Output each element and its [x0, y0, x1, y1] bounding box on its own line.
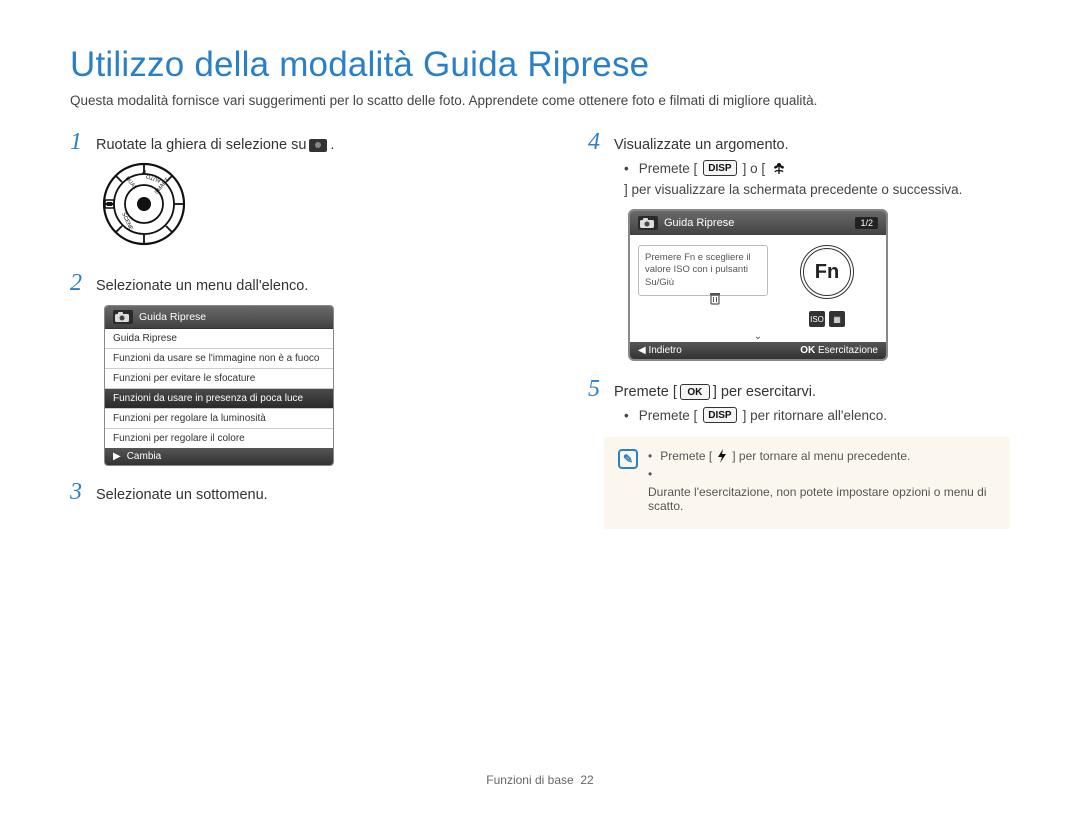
topic-footer-right: OK Esercitazione: [800, 345, 878, 356]
topic-title: Guida Riprese: [664, 217, 734, 229]
menu-row-1[interactable]: Funzioni da usare se l'immagine non è a …: [105, 349, 333, 369]
footer-arrow-icon: ▶: [113, 451, 121, 462]
disp-button-icon: DISP: [703, 160, 736, 176]
footer-page-number: 22: [580, 773, 593, 787]
screen-menu-list: Guida Riprese Funzioni da usare se l'imm…: [105, 329, 333, 448]
auto-icon: ▦: [829, 311, 845, 327]
step-2-text: Selezionate un menu dall'elenco.: [96, 278, 308, 294]
note-box: ✎ Premete [ ] per tornare al menu precede…: [604, 437, 1010, 529]
s5b-b: ] per ritornare all'elenco.: [743, 408, 887, 423]
step-4-number: 4: [588, 130, 614, 154]
step-2-number: 2: [70, 271, 96, 295]
topic-mini-icons: ISO ▦: [809, 311, 845, 327]
screen-menu-footer: ▶ Cambia: [105, 448, 333, 465]
menu-row-0[interactable]: Guida Riprese: [105, 329, 333, 349]
camera-guide-icon: [113, 310, 133, 324]
note-info-icon: ✎: [618, 449, 638, 469]
ok-button-icon: OK: [680, 384, 710, 400]
topic-right-panel: Fn ISO ▦: [776, 245, 878, 327]
step-3: 3 Selezionate un sottomenu.: [70, 480, 492, 504]
step-3-text: Selezionate un sottomenu.: [96, 487, 268, 503]
menu-row-5[interactable]: Funzioni per regolare il colore: [105, 429, 333, 448]
s4b-a: Premete [: [639, 161, 698, 176]
screen-menu-header: Guida Riprese: [105, 306, 333, 329]
s4b-b: ] o [: [743, 161, 766, 176]
note-line-2: Durante l'esercitazione, non potete impo…: [648, 467, 996, 513]
n1-a: Premete [: [660, 449, 712, 463]
step-5-text: Premete [OK] per esercitarvi.: [614, 384, 816, 400]
fn-dial-illustration: Fn: [800, 245, 854, 299]
menu-row-4[interactable]: Funzioni per regolare la luminosità: [105, 409, 333, 429]
step-4-text: Visualizzate un argomento.: [614, 137, 789, 153]
page-footer: Funzioni di base 22: [0, 773, 1080, 787]
step-1-text: Ruotate la ghiera di selezione su .: [96, 137, 334, 153]
two-column-layout: 1 Ruotate la ghiera di selezione su .: [70, 130, 1010, 529]
s5b-a: Premete [: [639, 408, 698, 423]
s4b-c: ] per visualizzare la schermata preceden…: [624, 182, 962, 197]
iso-icon: ISO: [809, 311, 825, 327]
menu-row-3-selected[interactable]: Funzioni da usare in presenza di poca lu…: [105, 389, 333, 409]
disp-button-icon-2: DISP: [703, 407, 736, 423]
n1-b: ] per tornare al menu precedente.: [732, 449, 910, 463]
note-list: Premete [ ] per tornare al menu precedent…: [648, 449, 996, 517]
flash-icon: [716, 449, 728, 463]
camera-screen-topic: Guida Riprese 1/2 Premere Fn e scegliere…: [628, 209, 888, 361]
step-5-number: 5: [588, 377, 614, 401]
step-1-text-b: .: [330, 137, 334, 153]
n2: Durante l'esercitazione, non potete impo…: [648, 485, 996, 513]
step-5: 5 Premete [OK] per esercitarvi.: [588, 377, 1010, 401]
step-4: 4 Visualizzate un argomento.: [588, 130, 1010, 154]
s5-a: Premete [: [614, 384, 677, 400]
topic-body: Premere Fn e scegliere il valore ISO con…: [630, 235, 886, 335]
right-column: 4 Visualizzate un argomento. Premete [ DI…: [588, 130, 1010, 529]
macro-flower-icon: [771, 160, 787, 176]
menu-row-2[interactable]: Funzioni per evitare le sfocature: [105, 369, 333, 389]
s5-b: ] per esercitarvi.: [713, 384, 816, 400]
down-caret-icon: ⌄: [630, 331, 886, 342]
step-1: 1 Ruotate la ghiera di selezione su .: [70, 130, 492, 154]
topic-page-indicator: 1/2: [855, 217, 878, 229]
step-1-number: 1: [70, 130, 96, 154]
step-4-bullet: Premete [ DISP ] o [ ] per visualizzare la …: [624, 160, 1010, 197]
step-5-bullet: Premete [ DISP ] per ritornare all'elenco.: [624, 407, 1010, 423]
note-line-1: Premete [ ] per tornare al menu precedent…: [648, 449, 996, 463]
camera-screen-menu: Guida Riprese Guida Riprese Funzioni da …: [104, 305, 334, 466]
camera-guide-icon-2: [638, 216, 658, 230]
page-title: Utilizzo della modalità Guida Riprese: [70, 45, 1010, 85]
step-3-number: 3: [70, 480, 96, 504]
screen-menu-title: Guida Riprese: [139, 311, 206, 323]
footer-label: Cambia: [127, 451, 161, 462]
trash-icon: [708, 291, 722, 305]
svg-text:P: P: [142, 168, 146, 174]
step-2: 2 Selezionate un menu dall'elenco.: [70, 271, 492, 295]
topic-header: Guida Riprese 1/2: [630, 211, 886, 235]
page-subtitle: Questa modalità fornisce vari suggerimen…: [70, 93, 1010, 108]
left-column: 1 Ruotate la ghiera di selezione su .: [70, 130, 492, 529]
topic-instruction-text: Premere Fn e scegliere il valore ISO con…: [638, 245, 768, 296]
footer-section-label: Funzioni di base: [486, 773, 573, 787]
camera-mode-icon: [309, 139, 327, 152]
mode-dial-illustration: P SCENE SMART DUAL AUTO: [102, 162, 492, 251]
step-1-text-a: Ruotate la ghiera di selezione su: [96, 137, 306, 153]
topic-footer: ◀ Indietro OK Esercitazione: [630, 342, 886, 359]
topic-footer-left: ◀ Indietro: [638, 345, 682, 356]
